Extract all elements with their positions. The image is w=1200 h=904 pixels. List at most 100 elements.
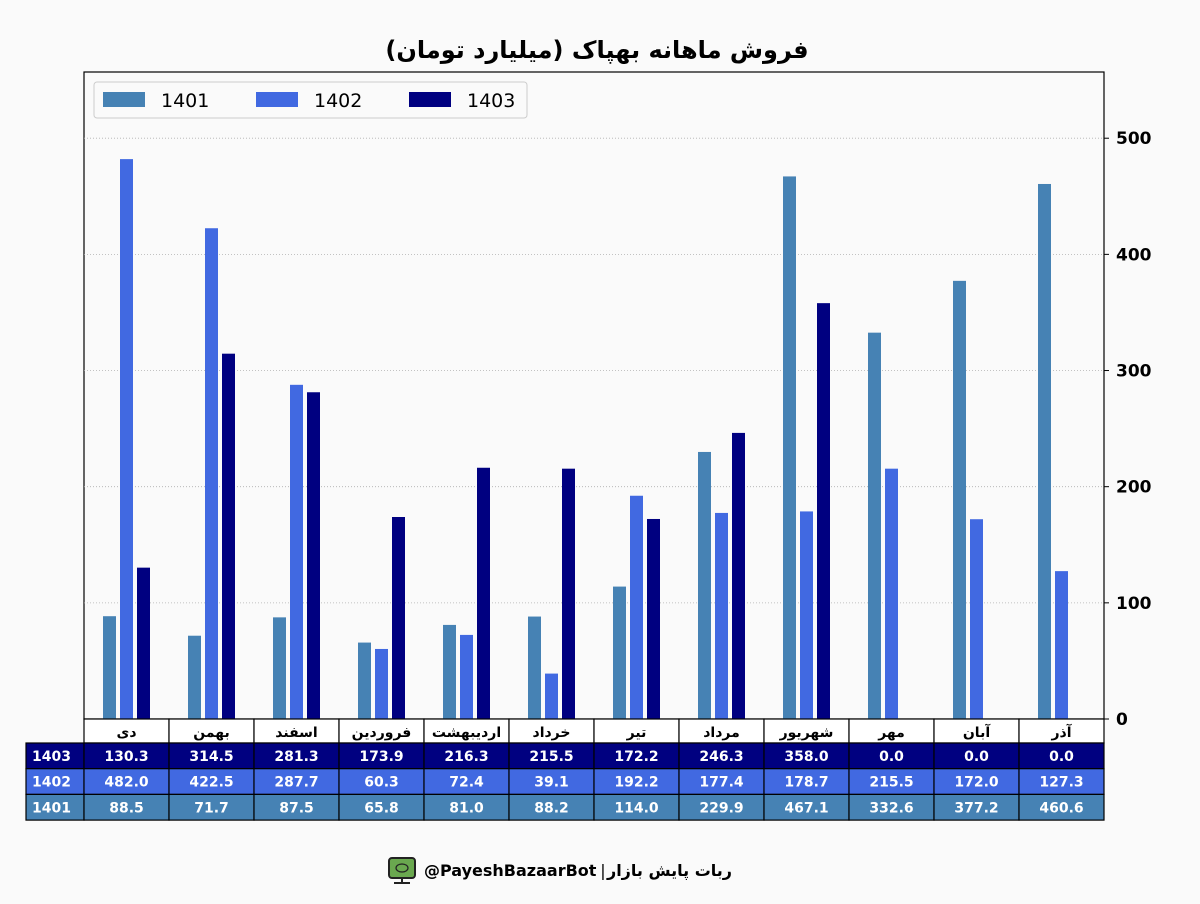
table-cell-value: 460.6	[1039, 800, 1083, 816]
bar-1403-5	[562, 468, 575, 719]
table-header-label: آذر	[1050, 723, 1072, 741]
table-cell-value: 332.6	[869, 800, 913, 816]
bar-1401-1	[188, 635, 201, 719]
table-cell-value: 72.4	[449, 775, 484, 791]
table-cell-value: 178.7	[784, 775, 828, 791]
table-cell-value: 287.7	[274, 775, 318, 791]
table-cell	[168, 793, 255, 821]
bar-1403-3	[392, 517, 405, 719]
table-cell-value: 216.3	[444, 749, 488, 765]
table-cell	[848, 793, 935, 821]
bar-1401-0	[103, 616, 116, 719]
bar-1402-1	[205, 228, 218, 720]
table-cell	[933, 768, 1020, 796]
robot-monitor-icon	[388, 857, 416, 884]
y-tick-label: 100	[1116, 594, 1152, 614]
table-cell	[1018, 793, 1105, 821]
table-cell-value: 172.0	[954, 775, 999, 791]
table-header-label: مرداد	[703, 725, 740, 741]
table-cell	[253, 768, 340, 796]
table-cell-value: 172.2	[614, 749, 658, 765]
bar-1402-4	[460, 634, 473, 719]
legend-swatch	[409, 92, 451, 107]
bar-1402-11	[1055, 571, 1068, 719]
table-cell	[1018, 742, 1105, 770]
table-header-label: تیر	[626, 725, 647, 741]
table-cell	[423, 793, 510, 821]
table-row-label: 1402	[32, 775, 71, 791]
footer-separator: |	[600, 861, 605, 880]
table-header-cell	[1018, 718, 1105, 744]
bar-1401-2	[273, 617, 286, 719]
bar-1401-9	[868, 332, 881, 719]
table-header-cell	[338, 718, 425, 744]
table-cell	[593, 742, 680, 770]
bar-1401-7	[698, 451, 711, 719]
table-header-label: اسفند	[275, 725, 317, 741]
table-header-cell	[848, 718, 935, 744]
table-cell	[593, 793, 680, 821]
table-cell-value: 127.3	[1039, 775, 1083, 791]
table-header-label: بهمن	[193, 725, 229, 741]
table-header-label: مهر	[877, 725, 905, 741]
table-row-label: 1403	[32, 749, 71, 765]
table-cell-value: 0.0	[879, 749, 904, 765]
table-cell-value: 87.5	[279, 800, 314, 816]
table-cell-value: 422.5	[189, 775, 233, 791]
table-cell	[83, 793, 170, 821]
bar-1403-4	[477, 467, 490, 719]
plot-area	[83, 71, 1105, 720]
table-cell-value: 215.5	[869, 775, 913, 791]
table-row-label: 1401	[32, 800, 71, 816]
table-cell-value: 246.3	[699, 749, 743, 765]
bar-1403-2	[307, 392, 320, 719]
bar-1403-1	[222, 353, 235, 719]
legend-label: 1403	[467, 90, 515, 112]
table-cell	[338, 793, 425, 821]
bar-1402-8	[800, 511, 813, 719]
bar-1402-9	[885, 468, 898, 719]
table-cell-value: 314.5	[189, 749, 233, 765]
table-cell-value: 39.1	[534, 775, 569, 791]
table-cell-value: 88.2	[534, 800, 569, 816]
table-cell	[933, 742, 1020, 770]
table-cell-value: 177.4	[699, 775, 744, 791]
y-tick-label: 200	[1116, 478, 1152, 498]
table-header-cell	[508, 718, 595, 744]
bar-1402-6	[630, 495, 643, 719]
table-cell-value: 229.9	[699, 800, 743, 816]
table-cell-value: 65.8	[364, 800, 399, 816]
table-cell	[253, 793, 340, 821]
bar-1403-7	[732, 432, 745, 719]
table-cell	[763, 793, 850, 821]
y-tick-label: 500	[1116, 129, 1152, 149]
table-header-label: اردیبهشت	[432, 725, 501, 741]
table-cell	[83, 768, 170, 796]
table-header-cell	[678, 718, 765, 744]
bar-1401-8	[783, 176, 796, 719]
bar-1402-7	[715, 512, 728, 719]
bar-1403-0	[137, 567, 150, 719]
table-cell	[83, 742, 170, 770]
table-cell-value: 60.3	[364, 775, 399, 791]
table-cell	[168, 768, 255, 796]
footer-handle: @PayeshBazaarBot	[424, 861, 597, 880]
bar-1401-3	[358, 642, 371, 719]
bar-1403-8	[817, 303, 830, 719]
footer: @PayeshBazaarBot | ربات پایش بازار	[388, 857, 732, 884]
table-cell-value: 215.5	[529, 749, 573, 765]
y-tick-label: 0	[1116, 710, 1128, 730]
legend-swatch	[256, 92, 298, 107]
table-cell	[508, 742, 595, 770]
table-cell-value: 173.9	[359, 749, 403, 765]
table-cell	[338, 742, 425, 770]
table-cell	[678, 742, 765, 770]
legend	[93, 81, 528, 119]
table-header-label: فروردین	[352, 725, 412, 741]
bar-1401-6	[613, 586, 626, 719]
legend-label: 1402	[314, 90, 362, 112]
table-cell	[933, 793, 1020, 821]
table-cell-value: 81.0	[449, 800, 484, 816]
table-cell-value: 281.3	[274, 749, 318, 765]
